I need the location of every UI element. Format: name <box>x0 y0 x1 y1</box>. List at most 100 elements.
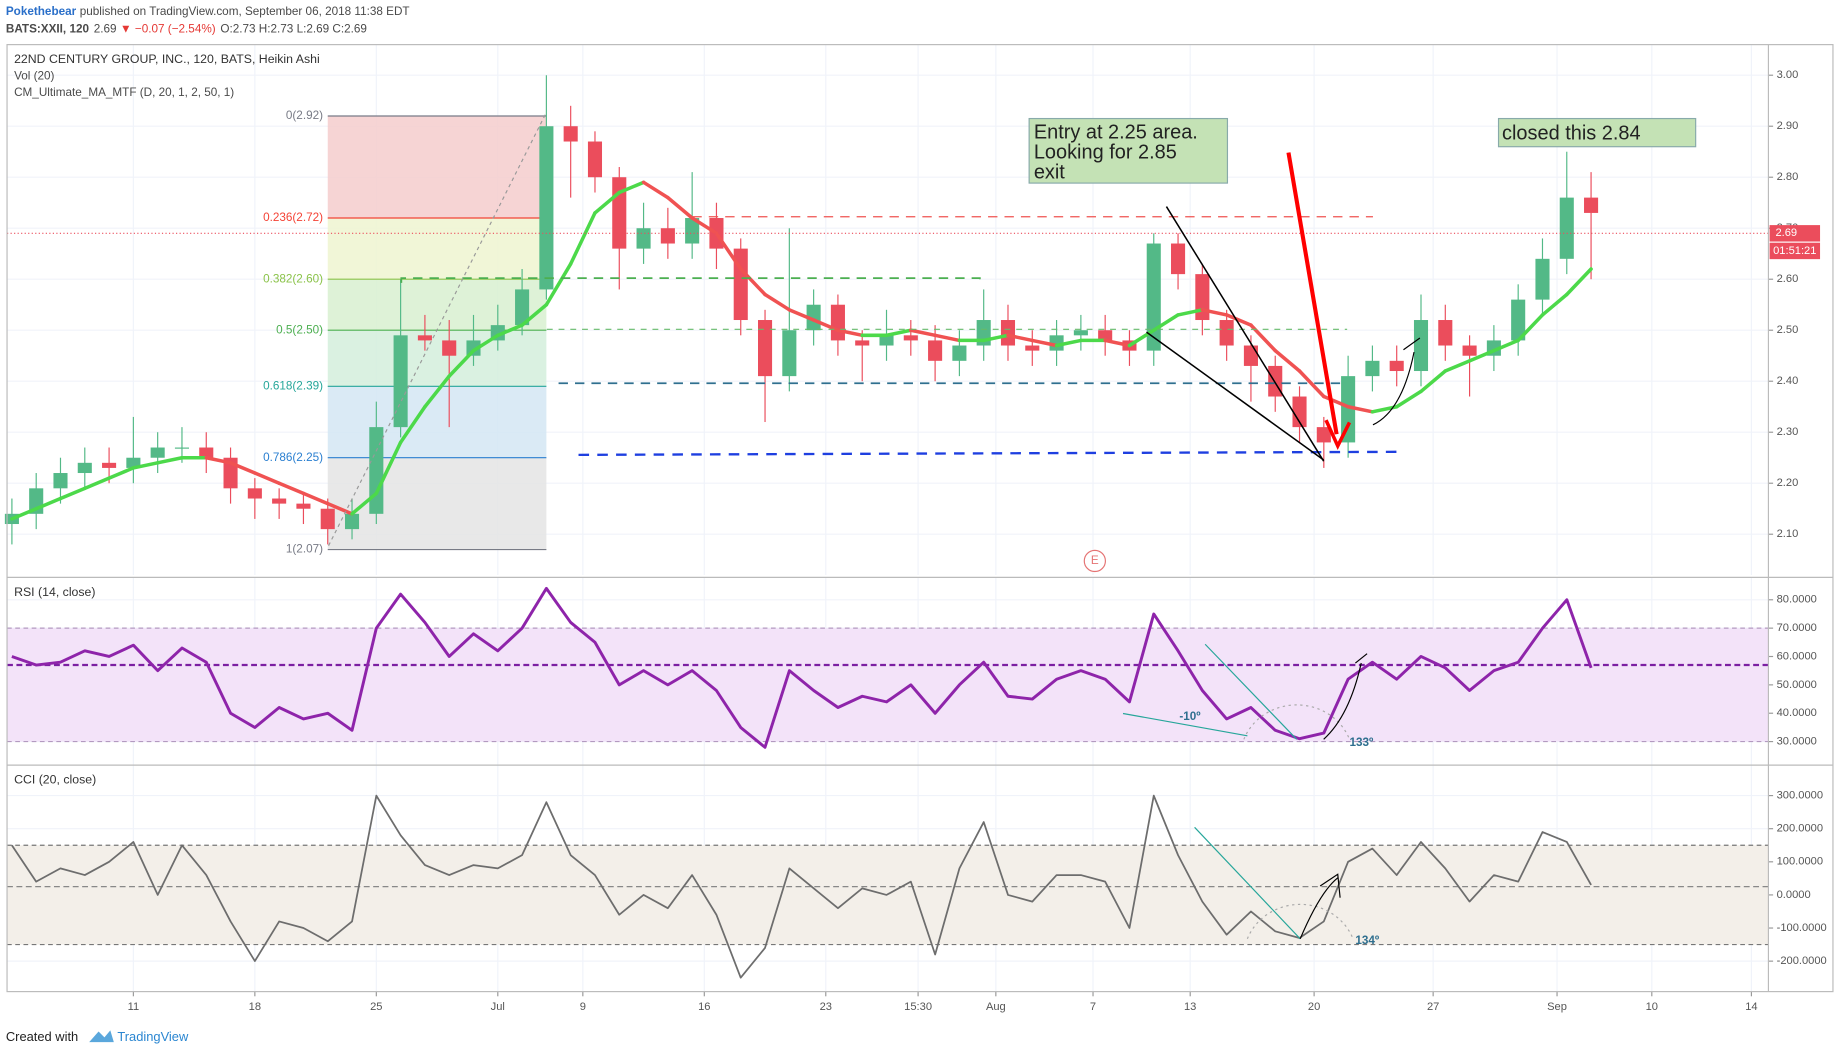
candle-body <box>1219 320 1234 346</box>
drawings <box>328 113 1421 940</box>
candle-body <box>1243 345 1258 366</box>
candle-body <box>1584 197 1599 213</box>
logo <box>89 1030 114 1043</box>
ma-segment <box>1394 389 1423 409</box>
candle-body <box>855 340 870 346</box>
candle-body <box>320 508 335 530</box>
fib-label: 0.786(2.25) <box>263 451 323 464</box>
angle-label: 134º <box>1355 934 1380 947</box>
candle-body <box>126 457 141 468</box>
sketch <box>1372 337 1421 426</box>
candle-body <box>685 218 700 244</box>
x-tick-label: Sep <box>1547 1001 1567 1013</box>
ma-segment <box>1006 333 1035 343</box>
ma-segment <box>253 471 281 485</box>
y-tick-label: 70.0000 <box>1777 622 1817 634</box>
indicator-label: CM_Ultimate_MA_MTF (D, 20, 1, 2, 50, 1) <box>14 86 234 99</box>
x-tick-label: 9 <box>580 1001 586 1013</box>
ma-segment <box>544 262 573 307</box>
candle-body <box>1365 360 1380 377</box>
y-tick-label: 2.30 <box>1777 426 1799 438</box>
y-tick-label: 2.40 <box>1777 375 1799 387</box>
candle-body <box>77 462 92 474</box>
ma-segment <box>1492 338 1520 353</box>
candle-body <box>102 462 117 468</box>
fib-zone <box>327 330 547 387</box>
earnings-label[interactable]: E <box>1091 554 1099 567</box>
header-line: Pokethebear published on TradingView.com,… <box>6 5 410 18</box>
ma-segment <box>738 267 767 297</box>
y-tick-label: 3.00 <box>1777 69 1799 81</box>
angle-arc <box>1246 903 1354 940</box>
ma-segment <box>1200 308 1229 317</box>
candle-body <box>272 498 287 504</box>
fib-trend <box>328 113 547 546</box>
candle-body <box>563 126 578 142</box>
x-tick-label: Jul <box>491 1001 505 1013</box>
band <box>7 628 1769 742</box>
candle-body <box>612 177 627 249</box>
fib-label: 0.382(2.60) <box>263 272 323 285</box>
candle-body <box>879 335 894 346</box>
fib-label: 0.236(2.72) <box>263 211 323 224</box>
y-tick-label: 200.0000 <box>1777 823 1823 835</box>
y-tick-label: -200.0000 <box>1777 955 1827 967</box>
x-tick-label: 20 <box>1308 1001 1320 1013</box>
fib-label: 0(2.92) <box>286 109 323 122</box>
fib-label: 0.618(2.39) <box>263 379 323 392</box>
earnings-marker[interactable] <box>1083 549 1106 573</box>
ma-segment <box>1224 313 1253 327</box>
ma-segment <box>593 190 622 215</box>
panel-title: 22ND CENTURY GROUP, INC., 120, BATS, Hei… <box>14 52 320 66</box>
footer-brand[interactable]: TradingView <box>117 1029 189 1044</box>
y-tick-label: 300.0000 <box>1777 790 1823 802</box>
candle-body <box>150 447 165 458</box>
ma-segment <box>423 374 451 409</box>
candle-body <box>830 304 845 341</box>
candle-body <box>393 335 408 428</box>
ma-segment <box>1346 404 1375 414</box>
arrow <box>1286 152 1339 435</box>
fib-label: 0.5(2.50) <box>276 323 323 336</box>
x-tick-label: 15:30 <box>904 1001 932 1013</box>
y-tick-label: 0.0000 <box>1777 889 1811 901</box>
candle-body <box>247 488 262 499</box>
arrow-head <box>1324 419 1352 451</box>
timer-badge <box>1769 242 1821 260</box>
ma-segment <box>1540 292 1569 317</box>
ma-segment <box>58 486 87 501</box>
annotation: exit <box>1034 161 1065 183</box>
candle-body <box>782 330 797 377</box>
ma-segment <box>1176 308 1205 317</box>
ma-segment <box>787 308 816 322</box>
rsi-trend <box>1204 643 1298 740</box>
annotation: Looking for 2.85 <box>1034 141 1177 163</box>
ma-segment <box>155 455 184 465</box>
candle-body <box>442 340 457 356</box>
candle-body <box>53 473 68 489</box>
candle-body <box>1413 320 1429 372</box>
ma-segment <box>204 455 233 465</box>
ma-segment <box>398 404 427 445</box>
x-tick-label: 23 <box>820 1001 832 1013</box>
last: 2.69 <box>94 22 117 35</box>
cci-trend <box>1194 826 1301 940</box>
annotation: closed this 2.84 <box>1502 123 1641 145</box>
y-tick-label: 50.0000 <box>1777 679 1817 691</box>
ma-segment <box>496 323 524 338</box>
ma-segment <box>641 180 670 200</box>
candle-body <box>174 447 190 449</box>
angle-label: -10º <box>1179 710 1201 723</box>
ma-segment <box>277 481 306 496</box>
x-tick-label: 16 <box>698 1001 710 1013</box>
x-tick-label: 13 <box>1184 1001 1196 1013</box>
y-tick-label: 2.20 <box>1777 477 1799 489</box>
ma-segment <box>1297 369 1326 399</box>
x-tick-label: 25 <box>370 1001 382 1013</box>
price-badge-label: 2.69 <box>1775 227 1797 239</box>
ma-segment <box>1054 338 1083 348</box>
ma-segment <box>1467 348 1496 363</box>
ma-segment <box>447 348 476 378</box>
plot: 2.102.202.302.402.502.602.702.802.903.00… <box>4 52 1827 1013</box>
